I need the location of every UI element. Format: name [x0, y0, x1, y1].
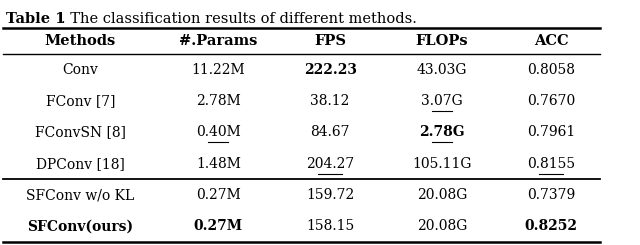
Text: 105.11G: 105.11G	[412, 157, 472, 171]
Text: SFConv w/o KL: SFConv w/o KL	[26, 188, 134, 202]
Text: 43.03G: 43.03G	[417, 63, 467, 77]
Text: 0.8252: 0.8252	[525, 219, 578, 233]
Text: 38.12: 38.12	[310, 94, 350, 108]
Text: Conv: Conv	[62, 63, 98, 77]
Text: Methods: Methods	[45, 34, 116, 48]
Text: ACC: ACC	[534, 34, 569, 48]
Text: SFConv(ours): SFConv(ours)	[27, 219, 133, 233]
Text: 11.22M: 11.22M	[191, 63, 245, 77]
Text: 204.27: 204.27	[306, 157, 354, 171]
Text: 0.7379: 0.7379	[527, 188, 575, 202]
Text: FConvSN [8]: FConvSN [8]	[35, 125, 125, 139]
Text: . The classification results of different methods.: . The classification results of differen…	[61, 12, 417, 26]
Text: 159.72: 159.72	[306, 188, 354, 202]
Text: 84.67: 84.67	[310, 125, 350, 139]
Text: #.Params: #.Params	[179, 34, 257, 48]
Text: 20.08G: 20.08G	[417, 188, 467, 202]
Text: FPS: FPS	[314, 34, 346, 48]
Text: DPConv [18]: DPConv [18]	[36, 157, 125, 171]
Text: 0.7670: 0.7670	[527, 94, 575, 108]
Text: 0.8058: 0.8058	[527, 63, 575, 77]
Text: 3.07G: 3.07G	[421, 94, 463, 108]
Text: Table 1: Table 1	[6, 12, 65, 26]
Text: 20.08G: 20.08G	[417, 219, 467, 233]
Text: 222.23: 222.23	[303, 63, 356, 77]
Text: FConv [7]: FConv [7]	[45, 94, 115, 108]
Text: FLOPs: FLOPs	[415, 34, 468, 48]
Text: 1.48M: 1.48M	[196, 157, 241, 171]
Text: 158.15: 158.15	[306, 219, 354, 233]
Text: 0.8155: 0.8155	[527, 157, 575, 171]
Text: 2.78G: 2.78G	[419, 125, 465, 139]
Text: 0.27M: 0.27M	[196, 188, 241, 202]
Text: 0.40M: 0.40M	[196, 125, 241, 139]
Text: 0.27M: 0.27M	[194, 219, 243, 233]
Text: 2.78M: 2.78M	[196, 94, 241, 108]
Text: 0.7961: 0.7961	[527, 125, 575, 139]
